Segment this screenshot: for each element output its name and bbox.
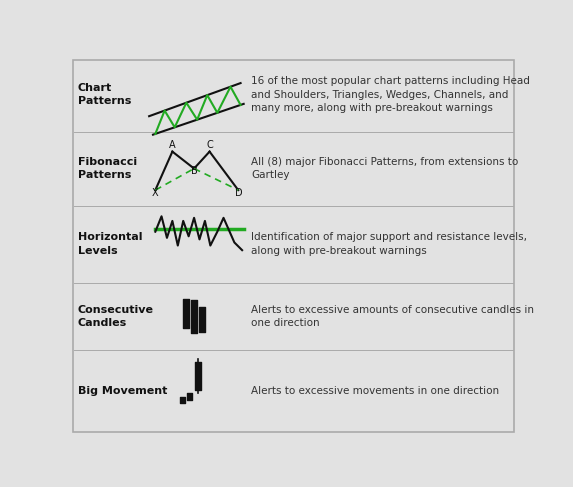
Text: C: C <box>206 140 213 150</box>
Text: Consecutive
Candles: Consecutive Candles <box>78 305 154 328</box>
Text: 16 of the most popular chart patterns including Head
and Shoulders, Triangles, W: 16 of the most popular chart patterns in… <box>252 76 530 113</box>
Text: D: D <box>235 188 243 198</box>
Text: A: A <box>169 140 176 150</box>
Text: All (8) major Fibonacci Patterns, from extensions to
Gartley: All (8) major Fibonacci Patterns, from e… <box>252 157 519 180</box>
Text: Horizontal
Levels: Horizontal Levels <box>78 232 142 256</box>
Text: Fibonacci
Patterns: Fibonacci Patterns <box>78 157 137 180</box>
Text: Chart
Patterns: Chart Patterns <box>78 83 131 106</box>
Text: X: X <box>151 188 158 198</box>
Text: B: B <box>191 166 198 176</box>
Text: Alerts to excessive movements in one direction: Alerts to excessive movements in one dir… <box>252 386 500 396</box>
Text: Identification of major support and resistance levels,
along with pre-breakout w: Identification of major support and resi… <box>252 232 527 256</box>
Text: Big Movement: Big Movement <box>78 386 167 396</box>
Text: Alerts to excessive amounts of consecutive candles in
one direction: Alerts to excessive amounts of consecuti… <box>252 305 535 328</box>
